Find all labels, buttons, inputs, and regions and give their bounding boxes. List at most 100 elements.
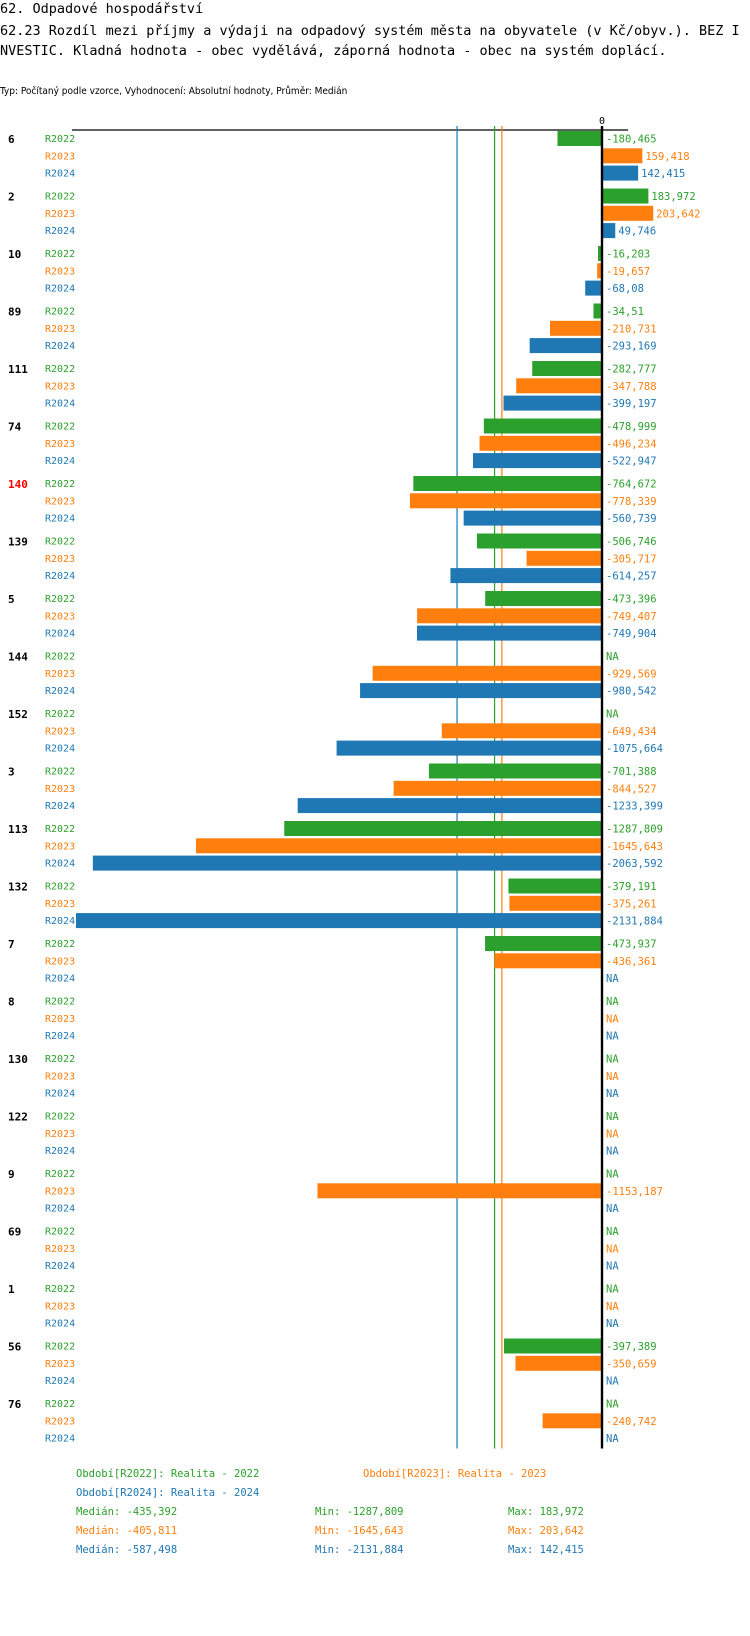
value-label: -350,659 [606,1358,657,1370]
value-label: -399,197 [606,398,657,410]
stat-min-r2024: Min: -2131,884 [315,1544,404,1556]
value-label: NA [606,996,619,1008]
bar-r2023 [515,1355,602,1371]
value-label: NA [606,1261,619,1273]
bar-r2024 [529,338,602,354]
bar-r2023 [441,723,602,739]
series-label: R2023 [45,841,75,852]
series-label: R2022 [45,939,75,950]
bar-r2023 [597,263,602,279]
series-label: R2023 [45,151,75,162]
category-label: 139 [8,536,28,549]
value-label: 142,415 [641,168,685,180]
series-label: R2022 [45,882,75,893]
series-label: R2023 [45,209,75,220]
value-label: NA [606,1284,619,1296]
series-label: R2024 [45,514,75,525]
series-label: R2022 [45,537,75,548]
value-label: NA [606,1243,619,1255]
series-label: R2024 [45,859,75,870]
value-label: NA [606,709,619,721]
value-label: -749,904 [606,628,657,640]
series-label: R2024 [45,629,75,640]
category-label: 2 [8,191,15,204]
value-label: NA [606,1203,619,1215]
value-label: -1153,187 [606,1186,663,1198]
value-label: 159,418 [645,151,689,163]
legend-period-r2024: Období[R2024]: Realita - 2024 [76,1487,260,1499]
bar-r2024 [450,568,602,584]
bar-r2022 [557,131,602,146]
stat-median-r2022: Medián: -435,392 [76,1506,178,1518]
stat-median-r2024: Medián: -587,498 [76,1544,178,1556]
bar-r2024 [76,913,602,929]
series-label: R2023 [45,1071,75,1082]
category-label: 56 [8,1341,22,1354]
category-label: 152 [8,708,28,721]
series-label: R2023 [45,554,75,565]
bar-r2023 [603,148,643,164]
bar-r2022 [413,476,602,491]
category-label: 130 [8,1053,28,1066]
series-label: R2023 [45,611,75,622]
category-label: 7 [8,938,15,951]
value-label: NA [606,1226,619,1238]
value-label: -375,261 [606,898,657,910]
series-label: R2023 [45,1186,75,1197]
value-label: -522,947 [606,456,657,468]
value-label: -764,672 [606,479,657,491]
series-label: R2022 [45,1399,75,1410]
bar-r2022 [503,1338,602,1354]
series-label: R2022 [45,824,75,835]
value-label: -506,746 [606,536,657,548]
value-label: -478,999 [606,421,657,433]
value-label: NA [606,1088,619,1100]
value-label: NA [606,1071,619,1083]
value-label: -180,465 [606,134,657,146]
bar-r2023 [550,320,602,336]
category-label: 111 [8,363,28,376]
category-label: 76 [8,1398,22,1411]
series-label: R2024 [45,916,75,927]
value-label: 203,642 [656,208,700,220]
series-label: R2024 [45,169,75,180]
legend-period-r2022: Období[R2022]: Realita - 2022 [76,1468,260,1480]
series-label: R2024 [45,974,75,985]
value-label: -19,657 [606,266,650,278]
value-label: -1645,643 [606,841,663,853]
bar-r2022 [593,303,602,319]
stat-min-r2022: Min: -1287,809 [315,1506,404,1518]
series-label: R2024 [45,341,75,352]
category-label: 69 [8,1226,21,1239]
series-label: R2022 [45,652,75,663]
series-label: R2022 [45,192,75,203]
bar-r2022 [598,246,602,261]
series-label: R2024 [45,399,75,410]
value-label: -293,169 [606,341,657,353]
series-label: R2022 [45,709,75,720]
category-label: 3 [8,766,15,779]
chart-meta: Typ: Počítaný podle vzorce, Vyhodnocení:… [0,86,348,97]
series-label: R2023 [45,784,75,795]
series-label: R2022 [45,422,75,433]
value-label: -749,407 [606,611,657,623]
value-label: -240,742 [606,1416,657,1428]
value-label: -282,777 [606,364,657,376]
series-label: R2023 [45,1416,75,1427]
value-label: -1233,399 [606,801,663,813]
category-label: 122 [8,1111,28,1124]
value-label: -1287,809 [606,824,663,836]
bar-r2023 [516,378,602,394]
value-label: -614,257 [606,571,657,583]
series-label: R2023 [45,669,75,680]
series-label: R2024 [45,1031,75,1042]
series-label: R2023 [45,266,75,277]
category-label: 9 [8,1168,15,1181]
bar-r2022 [508,878,602,894]
category-label: 74 [8,421,22,434]
value-label: -473,396 [606,594,657,606]
bar-r2024 [463,510,602,526]
value-label: 49,746 [618,226,656,238]
series-label: R2022 [45,1112,75,1123]
series-label: R2023 [45,899,75,910]
